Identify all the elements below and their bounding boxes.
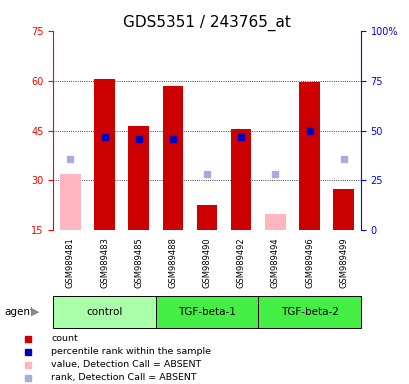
Text: GSM989488: GSM989488 (168, 238, 177, 288)
Bar (258, 296, 360, 328)
Text: ▶: ▶ (31, 307, 39, 317)
Text: count: count (51, 334, 78, 343)
Bar (196, 205, 217, 230)
Bar (155, 296, 258, 328)
Text: agent: agent (4, 307, 34, 317)
Text: GSM989481: GSM989481 (66, 238, 75, 288)
Text: GSM989492: GSM989492 (236, 238, 245, 288)
Text: TGF-beta-1: TGF-beta-1 (178, 307, 236, 317)
Text: percentile rank within the sample: percentile rank within the sample (51, 347, 211, 356)
Title: GDS5351 / 243765_at: GDS5351 / 243765_at (123, 15, 290, 31)
Text: GSM989496: GSM989496 (304, 238, 313, 288)
Text: value, Detection Call = ABSENT: value, Detection Call = ABSENT (51, 360, 201, 369)
Text: GSM989499: GSM989499 (338, 238, 347, 288)
Bar (94, 79, 115, 230)
Bar (333, 189, 353, 230)
Bar (60, 174, 81, 230)
Bar (230, 129, 251, 230)
Text: TGF-beta-2: TGF-beta-2 (280, 307, 338, 317)
Bar (299, 82, 319, 230)
Bar (53, 296, 155, 328)
Bar (265, 214, 285, 230)
Bar (162, 86, 183, 230)
Text: GSM989483: GSM989483 (100, 238, 109, 288)
Text: rank, Detection Call = ABSENT: rank, Detection Call = ABSENT (51, 373, 196, 382)
Bar (128, 126, 148, 230)
Text: control: control (86, 307, 122, 317)
Text: GSM989490: GSM989490 (202, 238, 211, 288)
Text: GSM989485: GSM989485 (134, 238, 143, 288)
Text: GSM989494: GSM989494 (270, 238, 279, 288)
